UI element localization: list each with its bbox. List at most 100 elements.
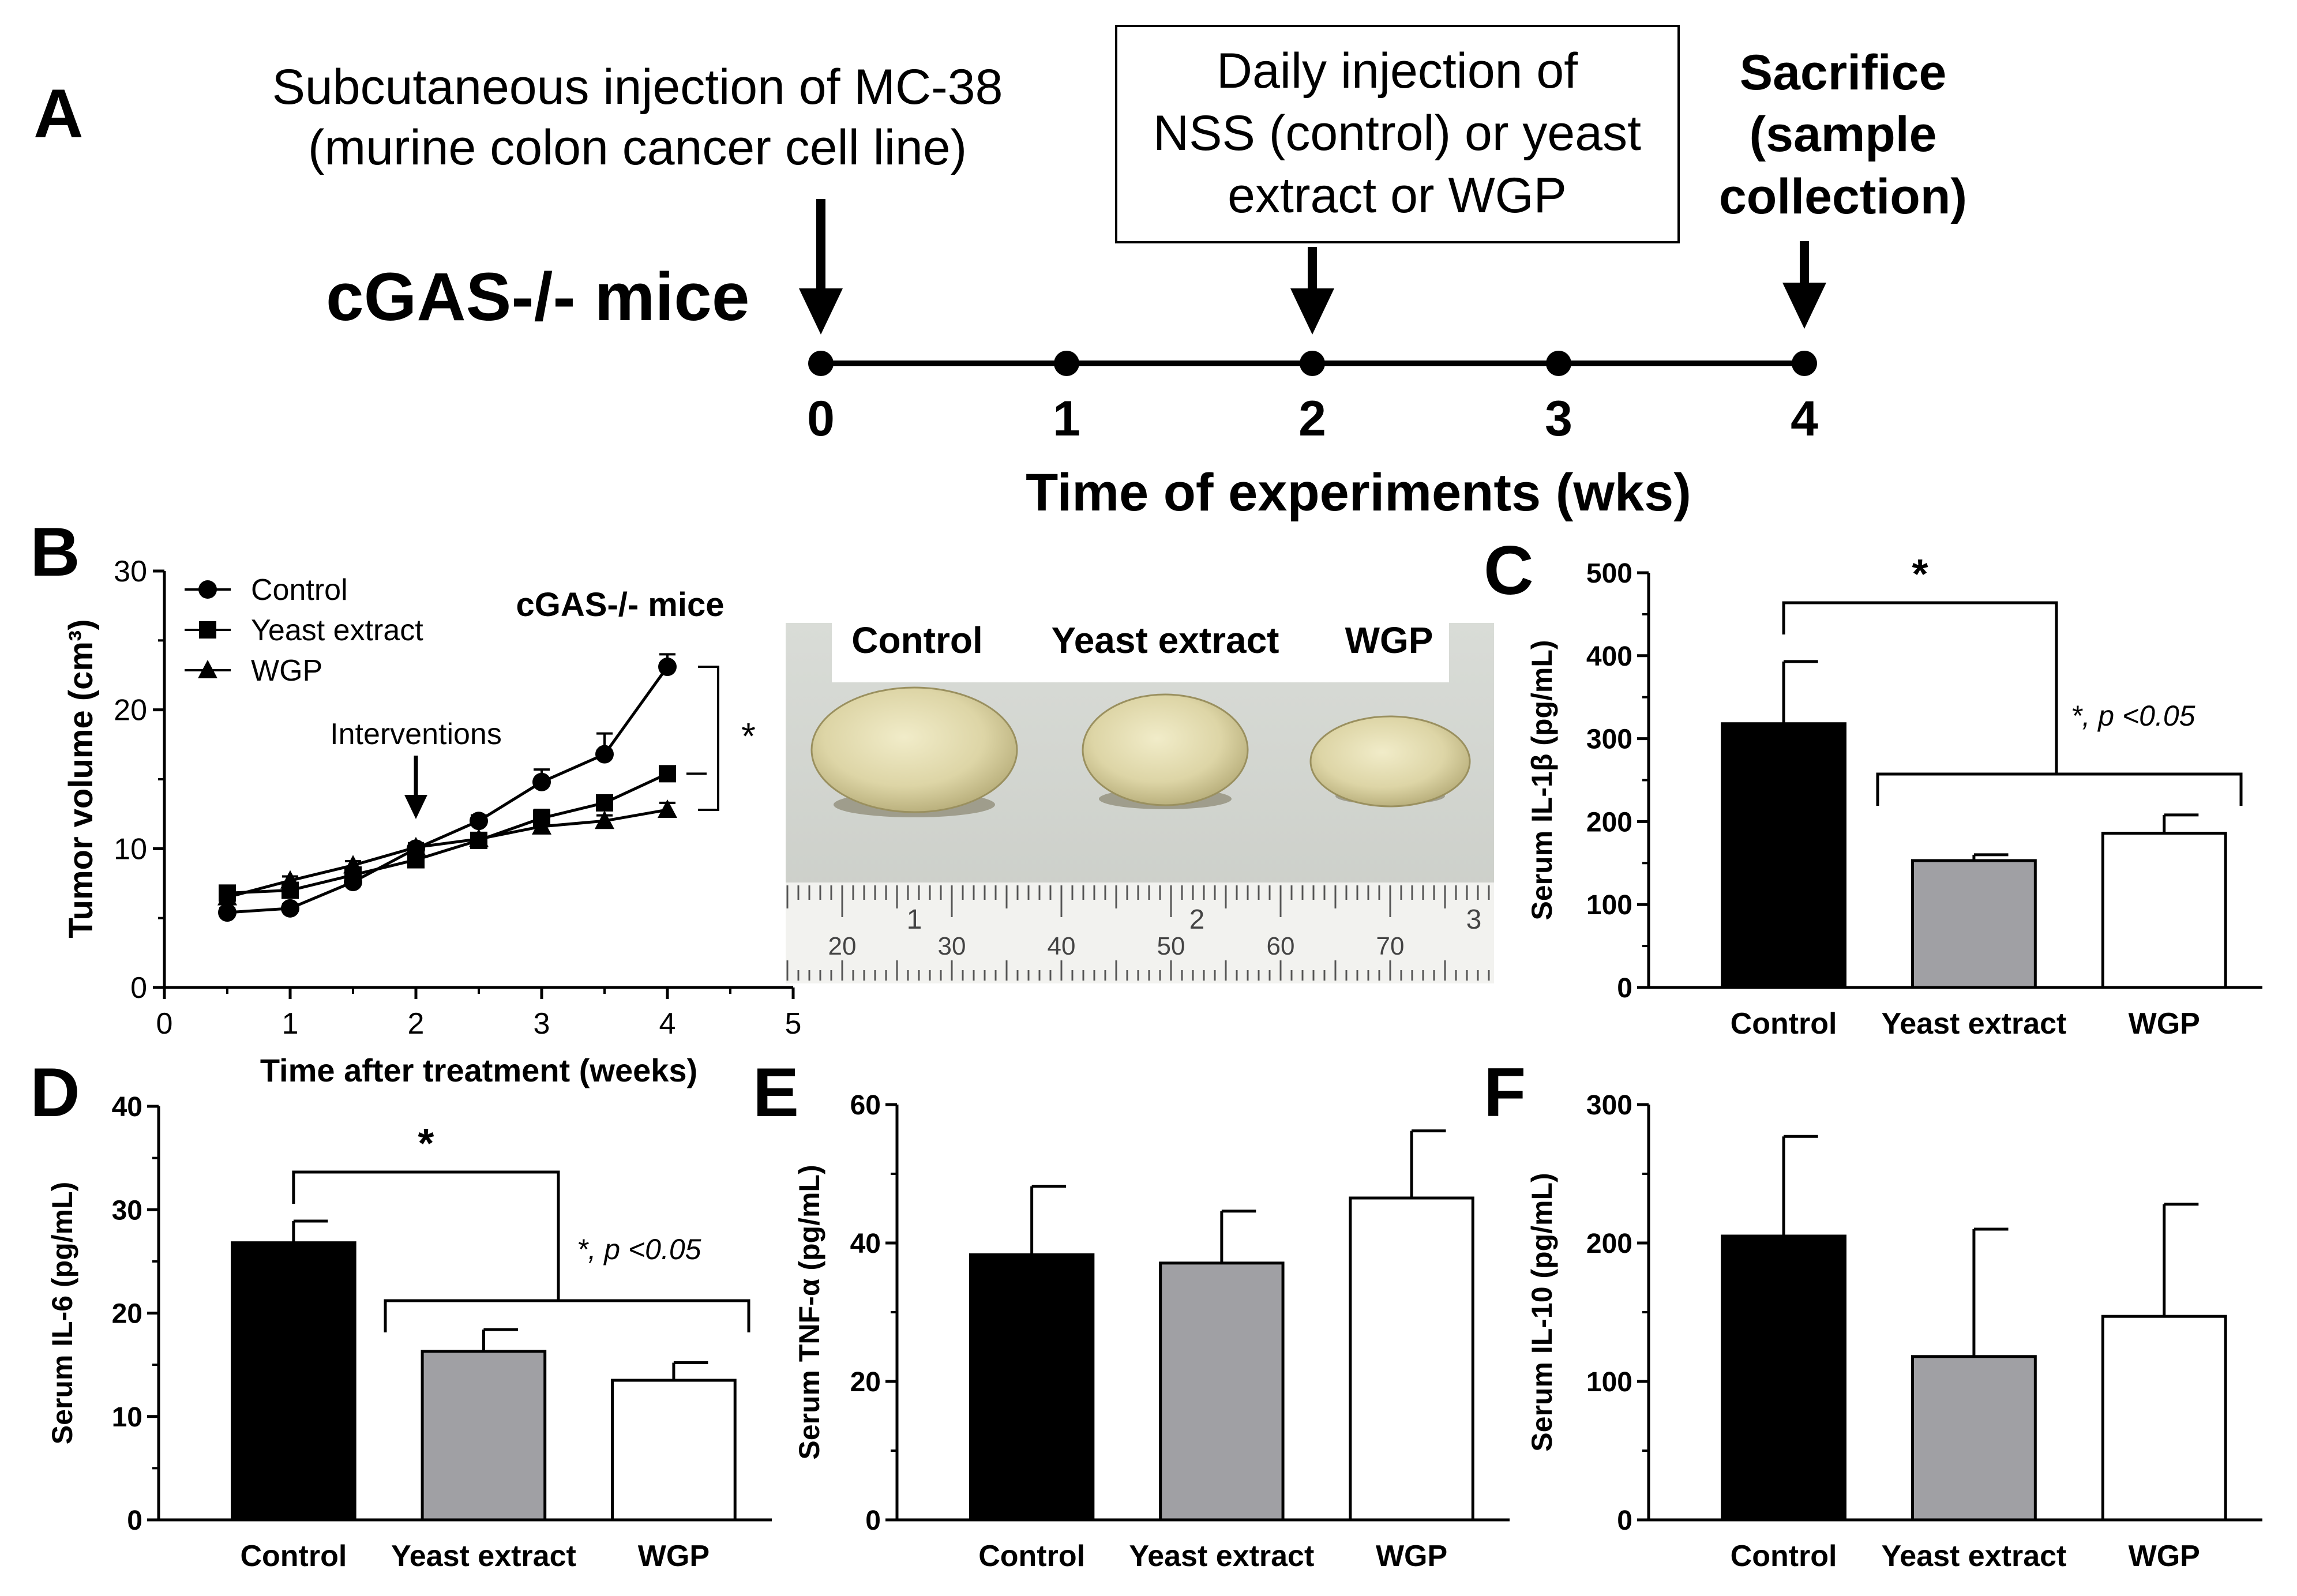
panel-label-c: C [1484,532,1534,609]
tnfa-chart: 0 20 40 60 Serum TNF-α (pg/mL) Control Yeast e… [793,1090,1510,1573]
ruler-digit-3: 3 [1466,904,1482,935]
data-point [659,765,676,783]
daily-injection-box [1115,25,1680,243]
category-label: Yeast extract [1129,1539,1314,1573]
significance-star: * [1912,551,1928,598]
y-tick-label: 0 [1617,1505,1632,1536]
timeline-ticks: 0 1 2 3 4 [807,351,1818,446]
data-point [469,828,489,847]
category-label: Control [1731,1007,1837,1041]
y-tick-label: 40 [850,1229,881,1259]
data-point [470,812,488,831]
photo-label-wgp: WGP [1345,619,1433,661]
y-tick-label: 20 [112,1299,142,1330]
injection-text-line2: (murine colon cancer cell line) [308,120,967,175]
il6-chart: 0 10 20 30 40 Serum IL-6 (pg/mL) Control Yeast … [46,1092,772,1573]
y-tick-label: 0 [127,1505,142,1536]
significance-bracket-bottom [1876,772,2243,806]
photo-label-yeast: Yeast extract [1052,619,1279,661]
category-label: WGP [638,1539,710,1573]
y-axis-label: Serum TNF-α (pg/mL) [793,1165,825,1459]
arrow-injection [799,199,843,335]
y-tick-label: 0 [130,971,147,1005]
ruler-num-70: 70 [1376,932,1405,960]
x-tick-label: 0 [156,1007,173,1041]
category-label: Control [978,1539,1085,1573]
y-axis-label: Serum IL-10 (pg/mL) [1526,1173,1558,1451]
data-point [595,810,614,829]
series-line [227,666,669,914]
x-tick-label: 5 [785,1007,802,1041]
significance-bracket-bottom [384,1299,750,1332]
mouse-label: cGAS-/- mice [326,259,749,335]
significance-star: * [741,715,756,757]
y-tick-label: 0 [865,1505,881,1536]
bar-control [969,1253,1095,1522]
bar-yeast-extract [1159,1261,1285,1522]
timeline-axis-label: Time of experiments (wks) [1026,463,1691,522]
tumor-control [810,686,1018,813]
x-axis-label: Time after treatment (weeks) [260,1052,697,1088]
interventions-label: Interventions [330,718,502,751]
category-label: WGP [2129,1007,2200,1041]
timeline-dot-0 [808,351,834,376]
legend-label: WGP [251,654,322,688]
interventions-arrow-head [404,795,427,819]
il10-chart: 0 100 200 300 Serum IL-10 (pg/mL) Control Yeas… [1526,1090,2262,1573]
timeline-dot-1 [1054,351,1079,376]
data-point [532,772,551,791]
bar-wgp [611,1379,737,1522]
data-point [596,794,613,812]
photo-label-control: Control [851,619,983,661]
tumor-wgp [1309,715,1471,808]
panel-b: B 0 1 2 3 4 5 0 10 20 30 Time after treatment (wee… [30,513,801,1088]
y-tick-label: 40 [112,1092,142,1122]
data-point [281,899,299,918]
bar-control [1721,722,1846,989]
bar-yeast-extract [1911,1355,2037,1522]
bar-yeast-extract [421,1350,547,1522]
chart-title: cGAS-/- mice [516,586,725,624]
data-point [280,870,300,889]
bar-control [1721,1234,1846,1522]
category-label: Control [240,1539,347,1573]
y-tick-label: 100 [1586,1367,1632,1398]
timeline-dot-2 [1300,351,1325,376]
x-tick-label: 4 [659,1007,676,1041]
legend-marker [198,580,217,599]
panel-a: A cGAS-/- mice Subcutaneous injection of… [33,25,1967,522]
y-tick-label: 400 [1586,641,1632,672]
data-point [658,799,677,818]
bar-wgp [2101,832,2227,989]
y-tick-label: 20 [114,694,147,727]
timeline-tick-0: 0 [807,391,835,446]
x-tick-label: 2 [408,1007,425,1041]
ruler-ticks [786,885,1490,981]
tumor-volume-chart: 0 1 2 3 4 5 0 10 20 30 Time after treatment (weeks… [62,555,801,1088]
legend-label: Yeast extract [251,614,423,647]
x-tick-label: 1 [282,1007,299,1041]
daily-box-line2: NSS (control) or yeast [1153,106,1641,161]
y-tick-label: 60 [850,1090,881,1121]
arrow-sacrifice [1782,241,1826,329]
bar-wgp [1349,1196,1474,1522]
series-line [227,772,669,895]
il1b-chart: 0 100 200 300 400 500 Serum IL-1β (pg/mL) Contr… [1526,551,2262,1041]
timeline-dot-3 [1546,351,1571,376]
panel-label-e: E [753,1054,799,1131]
ruler-digit-1: 1 [907,904,922,935]
bar-control [231,1241,356,1522]
y-tick-label: 20 [850,1367,881,1398]
significance-bracket-top [292,1170,560,1301]
ruler-num-50: 50 [1157,932,1185,960]
category-label: Yeast extract [1881,1539,2066,1573]
y-tick-label: 300 [1586,724,1632,755]
ruler [786,883,1494,983]
arrow-daily [1290,247,1334,335]
ruler-num-30: 30 [938,932,966,960]
timeline-tick-2: 2 [1298,391,1326,446]
data-point [595,745,614,764]
data-point [217,887,237,906]
ruler-num-40: 40 [1048,932,1076,960]
